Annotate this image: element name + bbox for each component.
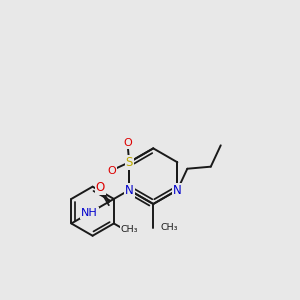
- Text: N: N: [125, 184, 134, 196]
- Text: O: O: [107, 166, 116, 176]
- Text: O: O: [123, 138, 132, 148]
- Text: CH₃: CH₃: [121, 225, 138, 234]
- Text: NH: NH: [81, 208, 98, 218]
- Text: S: S: [125, 156, 133, 169]
- Text: O: O: [96, 181, 105, 194]
- Text: N: N: [173, 184, 182, 196]
- Text: CH₃: CH₃: [160, 223, 178, 232]
